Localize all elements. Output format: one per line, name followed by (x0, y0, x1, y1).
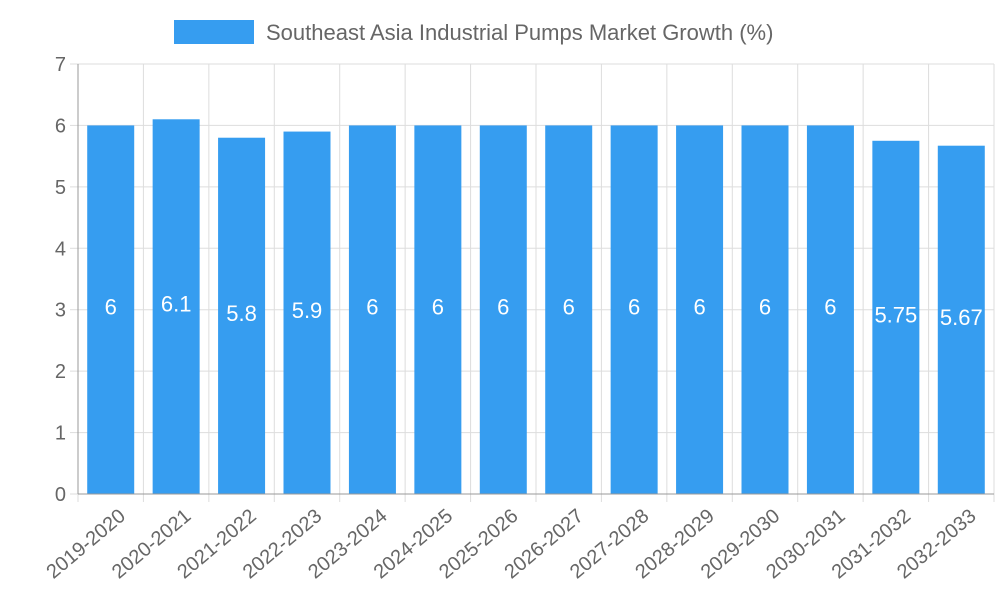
y-tick-label: 0 (55, 484, 66, 506)
legend[interactable]: Southeast Asia Industrial Pumps Market G… (174, 20, 773, 45)
bar[interactable] (806, 125, 854, 494)
legend-label[interactable]: Southeast Asia Industrial Pumps Market G… (266, 20, 773, 45)
bar[interactable] (545, 125, 593, 494)
bar[interactable] (283, 131, 331, 495)
bar[interactable] (218, 137, 266, 494)
y-tick-label: 7 (55, 54, 66, 76)
y-tick-label: 3 (55, 300, 66, 322)
bar[interactable] (741, 125, 789, 494)
bar[interactable] (479, 125, 527, 494)
bar-data-label: 6.1 (161, 292, 192, 317)
bar-data-label: 6 (824, 295, 836, 320)
bar[interactable] (414, 125, 462, 494)
bar-data-label: 5.67 (940, 305, 983, 330)
y-tick-label: 1 (55, 423, 66, 445)
bar-data-label: 6 (693, 295, 705, 320)
bar-data-label: 6 (105, 295, 117, 320)
bar[interactable] (676, 125, 724, 494)
y-tick-label: 6 (55, 115, 66, 137)
bar[interactable] (152, 119, 200, 495)
bar[interactable] (610, 125, 658, 494)
bar[interactable] (937, 145, 985, 494)
bar-data-label: 6 (563, 295, 575, 320)
bar-data-label: 6 (366, 295, 378, 320)
grid-lines (77, 63, 995, 502)
bar-data-label: 5.9 (292, 298, 323, 323)
bar[interactable] (872, 140, 920, 495)
y-tick-label: 5 (55, 177, 66, 199)
bar[interactable] (87, 125, 135, 494)
bar-data-label: 6 (497, 295, 509, 320)
bars (87, 119, 985, 495)
y-tick-label: 2 (55, 361, 66, 383)
legend-swatch[interactable] (174, 20, 254, 44)
bar-data-label: 5.8 (226, 301, 257, 326)
bar-data-label: 6 (628, 295, 640, 320)
y-tick-label: 4 (55, 238, 66, 260)
bar-data-label: 6 (432, 295, 444, 320)
data-labels: 6 6.1 5.8 5.9 6 6 6 6 6 6 6 6 5.75 5.67 (105, 292, 983, 330)
bar-data-label: 5.75 (874, 302, 917, 327)
bar[interactable] (348, 125, 396, 494)
bar-data-label: 6 (759, 295, 771, 320)
